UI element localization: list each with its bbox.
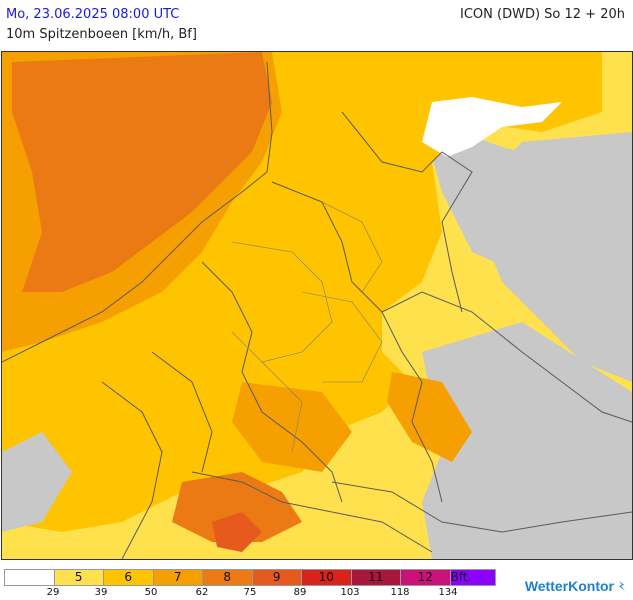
model-run-label: ICON (DWD) So 12 + 20h <box>460 7 625 22</box>
legend-cell-10: 10 <box>301 569 352 586</box>
tick-62: 62 <box>195 587 209 598</box>
color-scale-legend: 5 6 7 8 9 10 11 12 Bft. <box>4 569 496 586</box>
tick-75: 75 <box>243 587 257 598</box>
legend-cell-12: 12 <box>400 569 451 586</box>
gust-class-8-area <box>12 52 272 292</box>
map-canvas <box>2 52 632 559</box>
weather-logo-icon <box>619 581 625 591</box>
legend-cell-6: 6 <box>103 569 154 586</box>
forecast-datetime: Mo, 23.06.2025 08:00 UTC <box>6 7 180 22</box>
legend-cell-0 <box>4 569 55 586</box>
legend-cell-bft: Bft. <box>449 569 496 586</box>
tick-29: 29 <box>46 587 60 598</box>
state-borders <box>231 201 383 453</box>
brand-name: WetterKontor <box>524 578 614 594</box>
legend-cell-7: 7 <box>152 569 203 586</box>
brand-logo[interactable]: WetterKontor <box>525 578 627 594</box>
country-borders <box>2 61 632 559</box>
no-data-patch-east <box>472 132 632 382</box>
legend-cell-9: 9 <box>251 569 302 586</box>
gust-class-0-area <box>422 97 562 157</box>
no-data-patch-west <box>2 432 72 532</box>
legend-cell-5: 5 <box>53 569 104 586</box>
parameter-label: 10m Spitzenboeen [km/h, Bf] <box>6 27 197 42</box>
gust-streak-southwest <box>172 472 302 542</box>
tick-134: 134 <box>438 587 458 598</box>
tick-89: 89 <box>293 587 307 598</box>
legend-tick-labels: 29 39 50 62 75 89 103 118 134 <box>0 587 520 599</box>
legend-cell-11: 11 <box>350 569 401 586</box>
wind-gust-map <box>1 51 633 560</box>
tick-39: 39 <box>94 587 108 598</box>
legend-cell-8: 8 <box>202 569 253 586</box>
tick-50: 50 <box>144 587 158 598</box>
gust-streak-east <box>387 372 472 462</box>
tick-103: 103 <box>340 587 360 598</box>
tick-118: 118 <box>390 587 410 598</box>
gust-streak-central <box>232 382 352 472</box>
no-data-patch-south <box>422 322 632 559</box>
gust-streak-alps <box>212 512 262 552</box>
